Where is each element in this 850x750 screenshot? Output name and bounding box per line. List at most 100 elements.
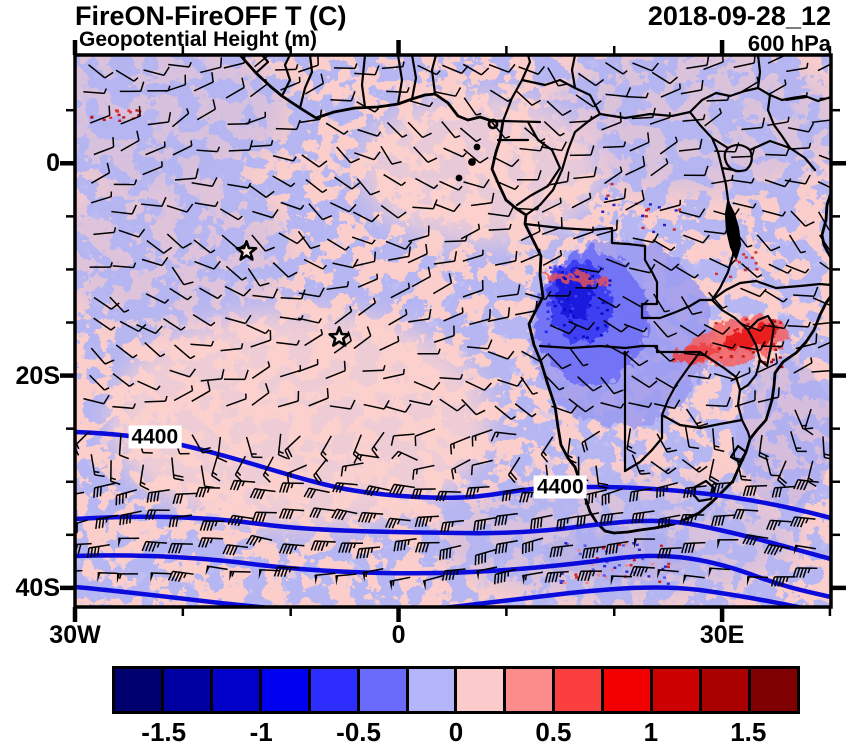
lon-tick-label: 0: [391, 621, 406, 649]
wind-barb: [353, 453, 380, 464]
wind-barb: [822, 436, 831, 460]
wind-barb: [605, 61, 628, 75]
speckle-dot: [618, 543, 622, 546]
speckle-dot: [593, 269, 597, 272]
wind-barb: [173, 344, 196, 360]
wind-barb: [708, 291, 728, 309]
speckle-dot: [729, 275, 733, 278]
speckle-dot: [564, 286, 568, 289]
colorbar-tick-label: 1: [643, 717, 659, 747]
wind-barb: [732, 508, 759, 520]
speckle-dot: [572, 269, 576, 272]
wind-barb: [487, 207, 514, 218]
speckle-dot: [565, 271, 569, 274]
wind-barb: [409, 99, 434, 108]
wind-barb: [388, 246, 411, 261]
speckle-dot: [652, 230, 656, 234]
speckle-dot: [604, 325, 608, 328]
wind-barb: [518, 65, 545, 75]
speckle-dot: [769, 360, 773, 364]
speckle-dot: [547, 343, 551, 346]
wind-barb: [146, 239, 173, 254]
wind-barb: [764, 290, 788, 303]
wind-barb: [789, 431, 807, 453]
speckle-dot: [621, 544, 625, 547]
wind-barb: [95, 514, 118, 530]
wind-barb: [278, 543, 305, 555]
colorbar-tick-label: -1: [249, 717, 273, 747]
wind-barb: [653, 293, 670, 313]
speckle-dot: [569, 275, 573, 279]
wind-barb: [577, 376, 603, 392]
wind-barb: [521, 350, 548, 363]
wind-barb: [90, 347, 115, 365]
pressure-level-label: 600 hPa: [747, 31, 831, 56]
wind-barb: [172, 492, 197, 505]
speckle-dot: [625, 564, 629, 567]
wind-barb: [139, 464, 150, 491]
wind-barb: [626, 428, 637, 455]
wind-barb: [351, 236, 376, 245]
speckle-dot: [587, 292, 591, 295]
wind-barb: [771, 485, 796, 498]
wind-barb: [703, 323, 731, 335]
wind-barb: [540, 141, 568, 152]
speckle-dot: [606, 289, 610, 293]
wind-barb: [460, 223, 481, 240]
wind-barb: [356, 178, 380, 196]
wind-barb: [380, 145, 402, 165]
wind-barb: [679, 324, 707, 337]
wind-barb: [793, 544, 817, 555]
speckle-dot: [648, 203, 652, 206]
wind-barb: [680, 80, 704, 95]
wind-barb: [333, 331, 352, 354]
speckle-dot: [641, 214, 645, 218]
wind-barb: [757, 353, 778, 373]
speckle-dot: [565, 297, 569, 301]
wind-barb: [413, 146, 438, 163]
wind-barb: [225, 314, 252, 325]
wind-barb: [804, 408, 814, 436]
wind-barb: [488, 223, 512, 231]
wind-barb: [654, 399, 681, 410]
wind-barb: [414, 541, 440, 553]
plot-title: FireON-FireOFF T (C): [75, 1, 347, 31]
wind-barb: [786, 62, 809, 73]
colorbar-cell: [163, 669, 210, 711]
wind-barb: [93, 482, 116, 498]
wind-barb: [581, 545, 606, 559]
wind-barb: [712, 342, 737, 349]
wind-barb: [363, 399, 390, 410]
wind-barb: [143, 66, 170, 77]
wind-barb: [262, 456, 274, 483]
wind-barb: [199, 287, 223, 300]
wind-barb: [623, 323, 648, 333]
wind-barb: [411, 488, 436, 499]
wind-barb: [191, 177, 218, 188]
wind-barb: [297, 230, 321, 250]
wind-barb: [165, 74, 187, 93]
wind-barb: [163, 317, 186, 331]
speckle-dot: [563, 277, 567, 281]
wind-barb: [75, 569, 83, 572]
wind-barb: [97, 571, 119, 583]
island-annobon: [455, 174, 463, 182]
wind-barb: [547, 352, 572, 370]
wind-barb: [272, 262, 298, 278]
wind-barb: [817, 181, 831, 189]
wind-barb: [625, 155, 646, 176]
wind-barb: [196, 146, 221, 153]
wind-barb: [678, 208, 706, 218]
speckle-dot: [137, 113, 141, 117]
speckle-dot: [645, 209, 649, 212]
speckle-dot: [657, 206, 661, 209]
speckle-dot: [574, 331, 578, 334]
wind-barb: [757, 387, 780, 403]
wind-barb: [746, 576, 769, 587]
wind-barb: [110, 460, 121, 486]
wind-barb: [543, 121, 565, 137]
wind-barb: [575, 282, 599, 289]
colorbar-cell: [115, 669, 161, 711]
speckle-dot: [603, 324, 607, 327]
wind-barb: [571, 192, 592, 209]
